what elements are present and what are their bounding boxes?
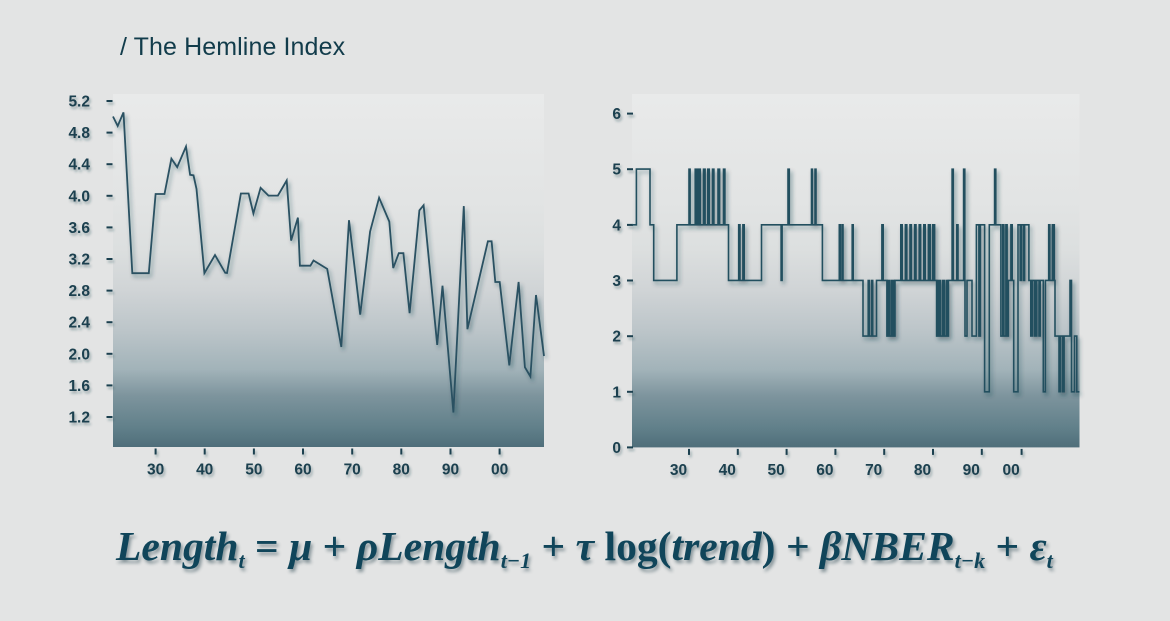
svg-text:70: 70 [344,462,361,479]
svg-text:3: 3 [612,273,621,290]
svg-text:4.8: 4.8 [68,125,90,142]
svg-text:50: 50 [245,462,262,479]
svg-text:0: 0 [612,440,621,457]
svg-text:2: 2 [612,329,621,346]
svg-text:1.6: 1.6 [68,378,90,395]
svg-text:30: 30 [147,462,164,479]
svg-text:3.2: 3.2 [68,252,90,269]
svg-text:40: 40 [719,462,736,479]
svg-text:70: 70 [865,462,882,479]
svg-text:2.8: 2.8 [68,283,90,300]
svg-text:5: 5 [612,162,621,179]
svg-text:1: 1 [612,384,621,401]
svg-text:90: 90 [963,462,980,479]
svg-text:4.4: 4.4 [68,157,90,174]
svg-text:2.0: 2.0 [68,346,90,363]
svg-text:2.4: 2.4 [68,315,90,332]
svg-text:60: 60 [816,462,833,479]
svg-text:40: 40 [196,462,213,479]
svg-text:4.0: 4.0 [68,188,90,205]
svg-text:6: 6 [612,106,621,123]
svg-text:80: 80 [914,462,931,479]
svg-text:1.2: 1.2 [68,410,90,427]
svg-text:90: 90 [442,462,459,479]
svg-text:60: 60 [294,462,311,479]
svg-text:3.6: 3.6 [68,220,90,237]
svg-text:4: 4 [612,217,621,234]
svg-text:50: 50 [767,462,784,479]
svg-text:30: 30 [670,462,687,479]
svg-text:00: 00 [1002,462,1019,479]
svg-text:00: 00 [491,462,508,479]
svg-text:80: 80 [393,462,410,479]
svg-text:5.2: 5.2 [68,94,90,111]
